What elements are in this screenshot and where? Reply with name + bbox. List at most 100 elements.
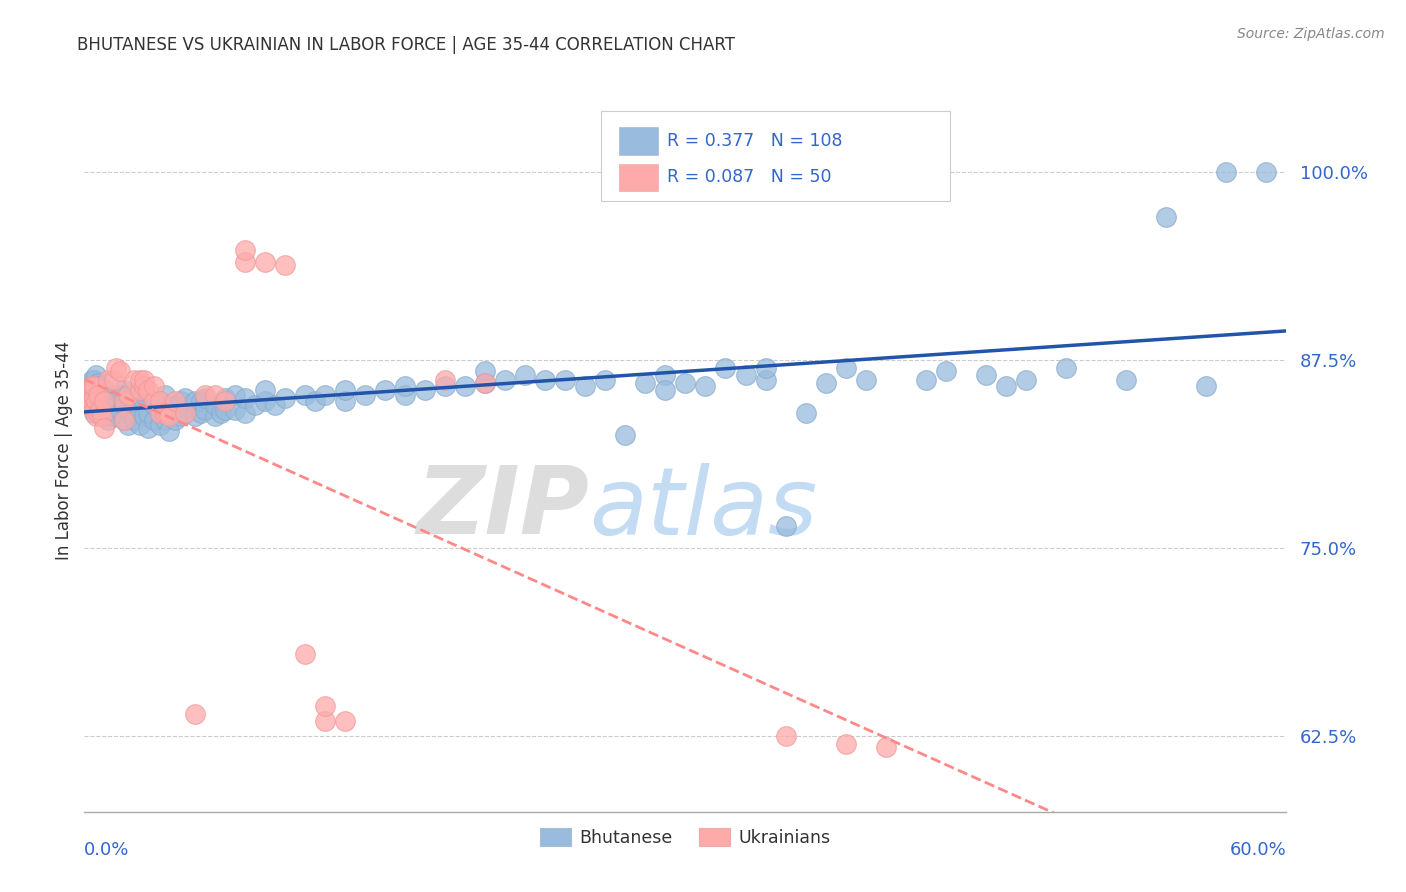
Point [534,373,557,387]
Point [83,402,105,417]
Point [855,373,877,387]
Point [374,384,396,398]
Point [143,378,166,392]
Point [304,393,326,408]
Point [214,391,236,405]
Point [82,384,104,398]
Point [83,391,105,405]
Point [474,376,496,390]
Text: Source: ZipAtlas.com: Source: ZipAtlas.com [1237,27,1385,41]
Point [91,409,114,423]
Point [89,406,111,420]
FancyBboxPatch shape [619,163,658,191]
Point [194,402,217,417]
Point [413,384,436,398]
Point [129,384,152,398]
Point [814,376,837,390]
Point [233,391,256,405]
Point [82,393,104,408]
Point [103,393,125,408]
Point [1215,165,1237,179]
Point [294,647,316,661]
Point [97,398,120,412]
Point [93,409,115,423]
Point [163,413,186,427]
Point [114,413,135,427]
Point [86,378,108,392]
Point [93,393,115,408]
Point [835,737,858,751]
Point [173,406,195,420]
Point [138,421,160,435]
Point [169,393,191,408]
Point [574,378,596,392]
Point [82,373,104,387]
Point [214,393,236,408]
Point [474,364,496,378]
Point [173,406,195,420]
Point [105,360,128,375]
Point [253,384,276,398]
Point [138,406,160,420]
Point [93,421,115,435]
Point [143,393,166,408]
Point [134,393,156,408]
Point [114,413,135,427]
Point [134,384,156,398]
Point [1195,378,1218,392]
Point [86,368,108,383]
Point [214,402,236,417]
Point [314,699,336,714]
Point [294,388,316,402]
Point [333,384,356,398]
Point [124,413,146,427]
Legend: Bhutanese, Ukrainians: Bhutanese, Ukrainians [533,821,838,854]
Y-axis label: In Labor Force | Age 35-44: In Labor Force | Age 35-44 [55,341,73,560]
FancyBboxPatch shape [602,111,950,202]
Point [434,373,457,387]
Point [103,373,125,387]
Point [93,382,115,396]
Point [734,368,756,383]
Point [134,378,156,392]
Point [129,417,152,432]
Point [274,258,297,272]
Point [87,406,110,420]
Point [83,384,105,398]
Text: R = 0.087   N = 50: R = 0.087 N = 50 [668,169,832,186]
Point [149,406,172,420]
Point [654,368,676,383]
Point [233,406,256,420]
Point [224,388,246,402]
Point [204,409,226,423]
Point [190,393,212,408]
Point [86,393,108,408]
Point [695,378,717,392]
Point [114,393,135,408]
Point [333,714,356,729]
Point [183,409,205,423]
Point [93,393,115,408]
Point [974,368,997,383]
Point [129,373,152,387]
Point [110,364,132,378]
Point [253,393,276,408]
Point [314,714,336,729]
Point [755,360,778,375]
Point [149,406,172,420]
Point [614,428,637,442]
Point [87,388,110,402]
Text: ZIP: ZIP [416,462,589,554]
Point [79,391,101,405]
Point [183,706,205,721]
Point [89,402,111,417]
Point [79,398,101,412]
Point [274,391,297,405]
Point [204,398,226,412]
Text: atlas: atlas [589,463,817,554]
Point [114,384,135,398]
Point [775,730,797,744]
Point [354,388,377,402]
Text: BHUTANESE VS UKRAINIAN IN LABOR FORCE | AGE 35-44 CORRELATION CHART: BHUTANESE VS UKRAINIAN IN LABOR FORCE | … [77,36,735,54]
Point [97,373,120,387]
